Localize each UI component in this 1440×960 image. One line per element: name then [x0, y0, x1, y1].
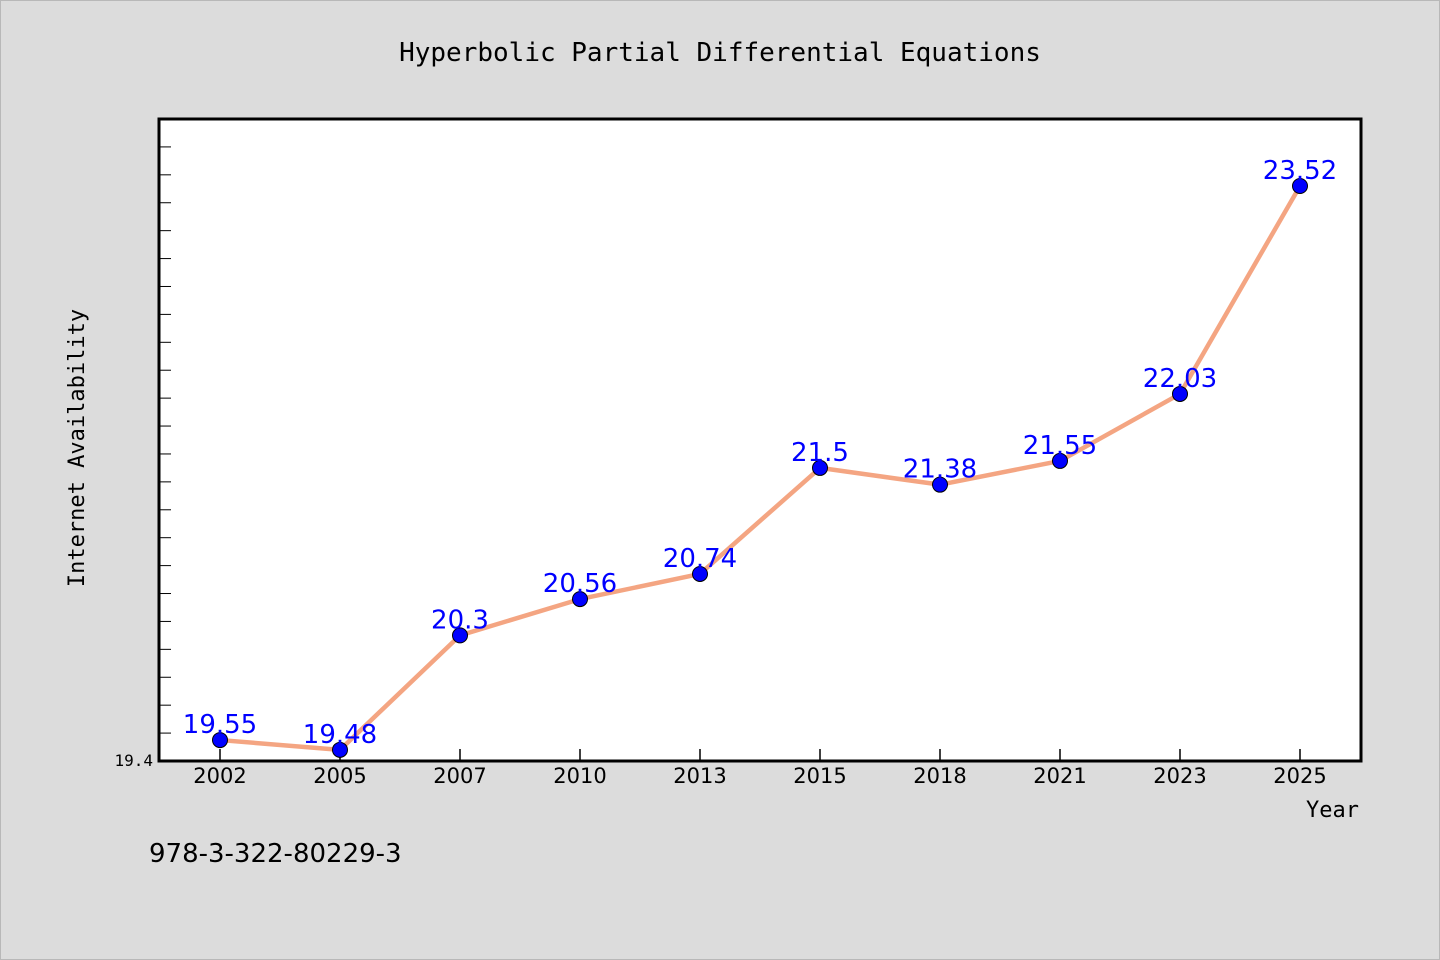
x-tick-label: 2013: [673, 764, 726, 788]
x-tick-label: 2015: [793, 764, 846, 788]
x-axis-ticks: 2002 2005 2007 2010 2013 2015 2018 2021 2023 2025: [193, 749, 1327, 788]
y-axis-label: Internet Availability: [65, 309, 90, 587]
series-layer: 19.55 19.48 20.3 20.56 20.74 21.5 21.38 21.55 22…: [183, 156, 1337, 758]
x-tick-label: 2007: [433, 764, 486, 788]
plot-area: [157, 117, 1363, 763]
data-point: [692, 565, 708, 582]
data-label: 21.38: [903, 455, 977, 485]
data-point: [812, 459, 828, 476]
y-axis-ticks: 19.4: [114, 146, 171, 770]
data-point: [572, 591, 588, 608]
x-tick-label: 2018: [913, 764, 966, 788]
data-label: 20.74: [663, 544, 737, 574]
x-tick-label: 2025: [1273, 764, 1326, 788]
data-point: [452, 627, 468, 644]
x-tick-label: 2021: [1033, 764, 1086, 788]
data-label: 22.03: [1143, 364, 1217, 394]
data-point: [1172, 385, 1188, 402]
chart-title: Hyperbolic Partial Differential Equation…: [399, 38, 1041, 68]
x-tick-label: 2023: [1153, 764, 1206, 788]
data-point: [1052, 452, 1068, 469]
data-label: 21.5: [791, 438, 849, 468]
data-label: 19.48: [303, 720, 377, 750]
data-point: [1292, 177, 1308, 194]
data-point: [212, 732, 228, 749]
data-label: 23.52: [1263, 156, 1337, 186]
x-tick-label: 2005: [313, 764, 366, 788]
x-axis-label: Year: [1306, 798, 1359, 823]
data-label: 20.56: [543, 569, 617, 599]
isbn-label: 978-3-322-80229-3: [149, 839, 402, 869]
y-tick-label: 19.4: [114, 751, 153, 770]
series-line: [219, 184, 1302, 753]
data-label: 20.3: [431, 605, 489, 635]
data-point: [332, 741, 348, 758]
data-label: 21.55: [1023, 431, 1097, 461]
x-tick-label: 2002: [193, 764, 246, 788]
x-tick-label: 2010: [553, 764, 606, 788]
data-point: [932, 476, 948, 493]
data-label: 19.55: [183, 710, 257, 740]
